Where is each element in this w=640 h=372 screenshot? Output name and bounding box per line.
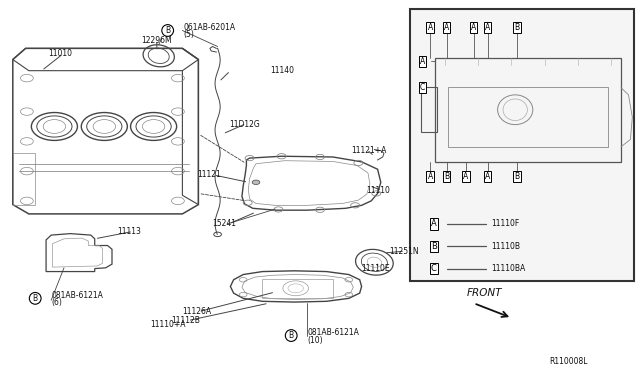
- Text: 081AB-6121A: 081AB-6121A: [307, 328, 359, 337]
- Text: 11126A: 11126A: [182, 307, 212, 316]
- Text: 11140: 11140: [270, 66, 294, 75]
- Text: 11010: 11010: [48, 49, 72, 58]
- Text: B: B: [289, 331, 294, 340]
- Text: A: A: [485, 23, 490, 32]
- Text: 11110E: 11110E: [362, 264, 390, 273]
- Circle shape: [252, 180, 260, 185]
- Text: C: C: [420, 83, 425, 92]
- Text: (10): (10): [307, 336, 323, 344]
- Text: 11110BA: 11110BA: [492, 264, 526, 273]
- Text: A: A: [463, 172, 468, 181]
- Text: 081AB-6121A: 081AB-6121A: [51, 291, 103, 300]
- Text: C: C: [431, 264, 437, 273]
- Text: 11251N: 11251N: [389, 247, 419, 256]
- Text: 11110+A: 11110+A: [150, 320, 186, 329]
- Text: 15241: 15241: [212, 219, 237, 228]
- Text: (5): (5): [184, 31, 195, 39]
- Text: 11110B: 11110B: [492, 242, 520, 251]
- Bar: [448, 87, 608, 147]
- Text: B: B: [515, 172, 520, 181]
- Bar: [410, 9, 634, 281]
- Text: 11110: 11110: [366, 186, 390, 195]
- Text: A: A: [428, 23, 433, 32]
- Text: 11121: 11121: [197, 170, 221, 179]
- Text: A: A: [428, 172, 433, 181]
- Text: A: A: [471, 23, 476, 32]
- Bar: [435, 58, 621, 162]
- Text: 11D12G: 11D12G: [229, 120, 260, 129]
- Text: 12296M: 12296M: [141, 36, 172, 45]
- Bar: [421, 87, 437, 132]
- Text: B: B: [444, 172, 449, 181]
- Text: 11110F: 11110F: [492, 219, 520, 228]
- Text: B: B: [431, 242, 437, 251]
- Text: A: A: [485, 172, 490, 181]
- Text: 11112B: 11112B: [172, 316, 200, 325]
- Text: A: A: [431, 219, 436, 228]
- Text: 11113: 11113: [117, 227, 141, 236]
- Text: A: A: [444, 23, 449, 32]
- Text: B: B: [515, 23, 520, 32]
- Text: (6): (6): [51, 298, 62, 307]
- Text: B: B: [33, 294, 38, 303]
- Text: R110008L: R110008L: [549, 357, 588, 366]
- Text: A: A: [420, 57, 425, 66]
- Text: FRONT: FRONT: [467, 288, 502, 298]
- Text: 061AB-6201A: 061AB-6201A: [184, 23, 236, 32]
- Bar: [262, 279, 333, 298]
- Text: 11121+A: 11121+A: [351, 146, 386, 155]
- Text: B: B: [165, 26, 170, 35]
